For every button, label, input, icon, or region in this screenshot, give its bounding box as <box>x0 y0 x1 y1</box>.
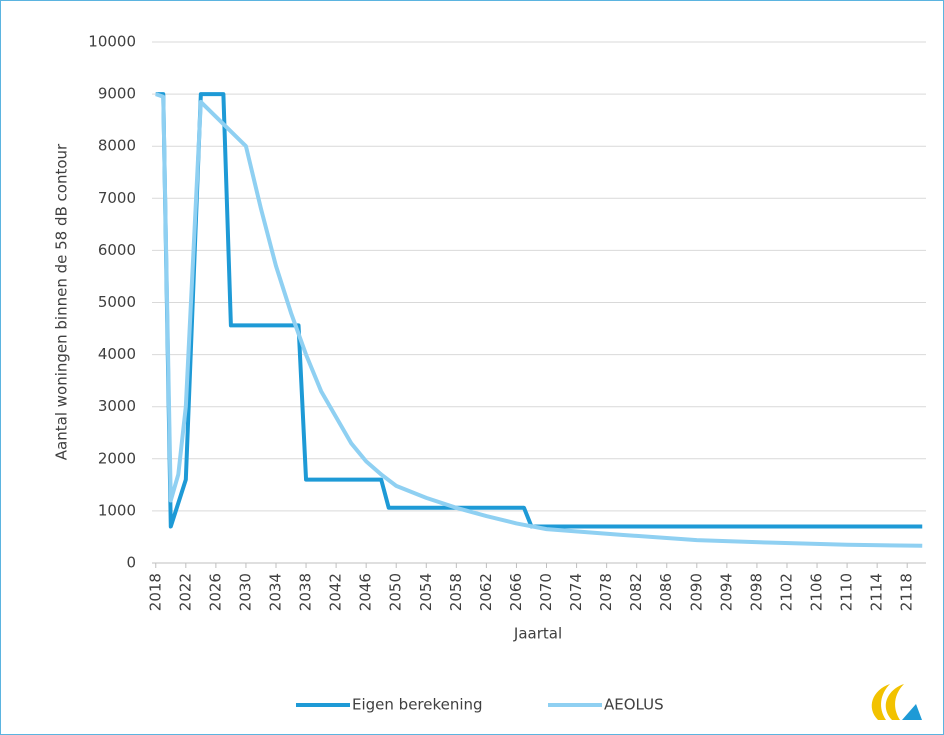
x-tick-label: 2030 <box>236 573 254 611</box>
x-tick-label: 2074 <box>567 573 585 611</box>
y-tick-label: 7000 <box>98 189 136 207</box>
y-tick-label: 0 <box>126 554 136 572</box>
x-tick-label: 2062 <box>477 573 495 611</box>
legend-label: Eigen berekening <box>352 696 483 714</box>
x-tick-label: 2058 <box>447 573 465 611</box>
x-tick-label: 2086 <box>657 573 675 611</box>
y-tick-label: 6000 <box>98 241 136 259</box>
x-tick-label: 2098 <box>747 573 765 611</box>
y-tick-label: 3000 <box>98 397 136 415</box>
x-tick-label: 2102 <box>777 573 795 611</box>
x-tick-label: 2118 <box>898 573 916 611</box>
x-tick-label: 2026 <box>206 573 224 611</box>
series-line <box>155 92 923 529</box>
x-tick-label: 2070 <box>537 573 555 611</box>
x-tick-label: 2066 <box>507 573 525 611</box>
y-tick-label: 10000 <box>88 33 136 51</box>
x-tick-label: 2050 <box>387 573 405 611</box>
legend-label: AEOLUS <box>604 696 664 714</box>
y-tick-label: 8000 <box>98 137 136 155</box>
y-axis-title: Aantal woningen binnen de 58 dB contour <box>53 143 71 460</box>
x-axis-title: Jaartal <box>513 625 562 643</box>
x-tick-label: 2110 <box>838 573 856 611</box>
y-tick-label: 9000 <box>98 85 136 103</box>
x-tick-label: 2114 <box>868 573 886 611</box>
x-tick-label: 2094 <box>717 573 735 611</box>
x-tick-label: 2038 <box>297 573 315 611</box>
y-tick-label: 2000 <box>98 449 136 467</box>
x-tick-label: 2054 <box>417 573 435 611</box>
x-tick-label: 2082 <box>627 573 645 611</box>
y-tick-label: 5000 <box>98 293 136 311</box>
x-tick-label: 2042 <box>327 573 345 611</box>
x-tick-label: 2022 <box>176 573 194 611</box>
x-tick-label: 2046 <box>357 573 375 611</box>
series-line <box>155 92 923 548</box>
x-tick-label: 2090 <box>687 573 705 611</box>
logo <box>871 684 922 720</box>
x-tick-label: 2106 <box>808 573 826 611</box>
x-tick-label: 2078 <box>597 573 615 611</box>
y-tick-label: 1000 <box>98 501 136 519</box>
x-tick-label: 2018 <box>146 573 164 611</box>
x-tick-label: 2034 <box>266 573 284 611</box>
y-tick-label: 4000 <box>98 345 136 363</box>
